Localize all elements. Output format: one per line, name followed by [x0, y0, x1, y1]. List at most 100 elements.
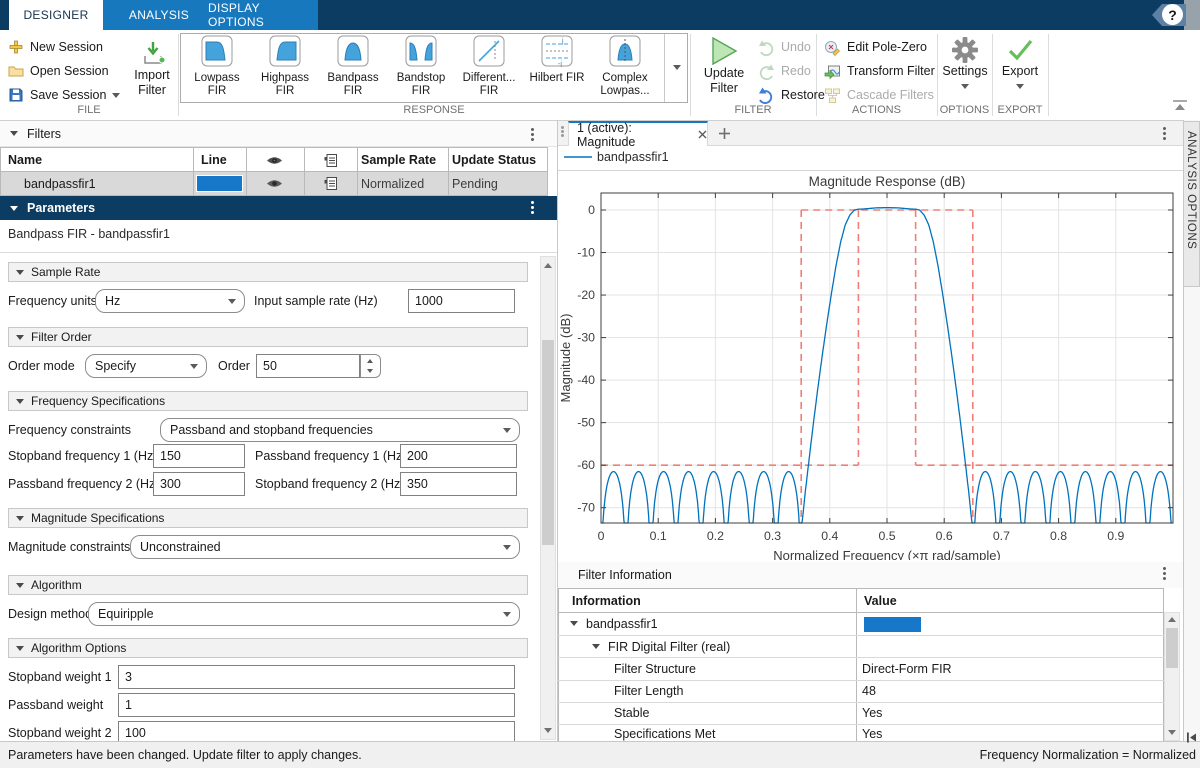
restore-button[interactable]: Restore — [758, 84, 825, 106]
new-tab-plus-icon[interactable] — [718, 127, 731, 140]
new-session-button[interactable]: New Session — [8, 36, 103, 58]
response-lowpass-fir[interactable]: Lowpass FIR — [184, 35, 250, 101]
scrollbar-up-icon[interactable] — [1168, 617, 1176, 622]
section-sample-rate[interactable]: Sample Rate — [8, 262, 528, 282]
open-session-button[interactable]: Open Session — [8, 60, 109, 82]
section-algorithm-options[interactable]: Algorithm Options — [8, 638, 528, 658]
update-filter-button[interactable]: Update Filter — [698, 36, 750, 96]
undo-button[interactable]: Undo — [758, 36, 811, 58]
file-section-label: FILE — [0, 104, 178, 118]
filter-row-sample-rate[interactable]: Normalized — [361, 172, 445, 195]
section-frequency-specifications[interactable]: Frequency Specifications — [8, 391, 528, 411]
input-sample-rate-field[interactable] — [408, 289, 515, 313]
info-row-specifications-met-label[interactable]: Specifications Met — [614, 727, 715, 741]
legend-series-label[interactable]: bandpassfir1 — [597, 150, 669, 164]
filter-information-scrollbar-thumb[interactable] — [1166, 628, 1178, 668]
parameters-scrollbar-thumb[interactable] — [542, 340, 554, 545]
collapse-ribbon-button[interactable] — [1172, 99, 1188, 113]
magnitude-constraints-select[interactable]: Unconstrained — [130, 535, 520, 559]
tab-display-options[interactable]: DISPLAY OPTIONS — [208, 0, 318, 30]
col-header-sample-rate[interactable]: Sample Rate — [361, 148, 445, 172]
new-session-label: New Session — [30, 40, 103, 54]
filter-row-annotation-toggle[interactable] — [324, 176, 338, 194]
svg-text:j: j — [561, 38, 564, 45]
restore-icon — [758, 87, 775, 104]
passband-weight-field[interactable] — [118, 693, 515, 717]
info-row-specifications-met-value[interactable]: Yes — [862, 727, 882, 741]
save-session-dropdown-caret[interactable] — [112, 93, 120, 98]
col-header-annotation[interactable] — [324, 153, 338, 171]
section-title: Algorithm — [31, 578, 82, 592]
plot-tab-magnitude[interactable]: 1 (active): Magnitude — [568, 121, 708, 146]
order-stepper[interactable] — [360, 354, 381, 378]
frequency-units-select[interactable]: Hz — [95, 289, 245, 313]
filter-row-update-status[interactable]: Pending — [452, 172, 542, 195]
tree-expand-icon[interactable] — [592, 644, 600, 649]
info-row-filter-structure-label[interactable]: Filter Structure — [614, 662, 696, 676]
response-bandpass-fir[interactable]: Bandpass FIR — [320, 35, 386, 101]
gallery-dropdown-button[interactable] — [664, 34, 688, 102]
info-row-filter-structure-value[interactable]: Direct-Form FIR — [862, 662, 952, 676]
order-field[interactable] — [256, 354, 360, 378]
frequency-constraints-select[interactable]: Passband and stopband frequencies — [160, 418, 520, 442]
info-row-bandpassfir1[interactable]: bandpassfir1 — [586, 617, 658, 631]
differentiator-fir-label: Different... FIR — [456, 72, 522, 97]
edit-pole-zero-button[interactable]: Edit Pole-Zero — [824, 36, 927, 58]
response-hilbert-fir[interactable]: j-j Hilbert FIR — [524, 35, 590, 101]
scrollbar-down-icon[interactable] — [1168, 730, 1176, 735]
parameters-collapse-icon[interactable] — [10, 206, 18, 211]
info-row-line-swatch[interactable] — [864, 617, 921, 632]
tab-designer[interactable]: DESIGNER — [9, 0, 103, 30]
info-row-filter-length-value[interactable]: 48 — [862, 684, 876, 698]
col-header-update-status[interactable]: Update Status — [452, 148, 546, 172]
save-session-button[interactable]: Save Session — [8, 84, 120, 106]
design-method-select[interactable]: Equiripple — [88, 602, 520, 626]
plot-menu-kebab-icon[interactable] — [1163, 127, 1166, 130]
tree-expand-icon[interactable] — [570, 621, 578, 626]
parameters-menu-kebab-icon[interactable] — [531, 201, 534, 204]
filter-row-visibility-toggle[interactable] — [266, 178, 283, 192]
magnitude-response-chart[interactable]: 00.10.20.30.40.50.60.70.80.90-10-20-30-4… — [558, 171, 1183, 560]
col-header-information[interactable]: Information — [572, 589, 842, 612]
stopband-weight-1-field[interactable] — [118, 665, 515, 689]
col-header-line[interactable]: Line — [201, 148, 245, 172]
col-header-name[interactable]: Name — [8, 148, 188, 172]
section-filter-order[interactable]: Filter Order — [8, 327, 528, 347]
tabstrip-grip-icon[interactable] — [561, 126, 564, 129]
filter-row-line-swatch[interactable] — [196, 175, 243, 192]
passband-frequency-2-field[interactable] — [153, 472, 245, 496]
settings-button[interactable]: Settings — [938, 36, 992, 92]
scrollbar-down-icon[interactable] — [544, 728, 552, 733]
passband-frequency-1-field[interactable] — [400, 444, 517, 468]
section-algorithm[interactable]: Algorithm — [8, 575, 528, 595]
section-magnitude-specifications[interactable]: Magnitude Specifications — [8, 508, 528, 528]
response-complex-lowpass[interactable]: Complex Lowpas... — [592, 35, 658, 101]
stopband-frequency-2-field[interactable] — [400, 472, 517, 496]
response-differentiator-fir[interactable]: Different... FIR — [456, 35, 522, 101]
filters-menu-kebab-icon[interactable] — [531, 128, 534, 131]
collapse-panel-icon[interactable] — [1186, 732, 1197, 743]
help-button[interactable]: ? — [1162, 4, 1183, 25]
redo-button[interactable]: Redo — [758, 60, 811, 82]
response-bandstop-fir[interactable]: Bandstop FIR — [388, 35, 454, 101]
close-icon[interactable] — [698, 130, 707, 139]
info-row-stable-value[interactable]: Yes — [862, 706, 882, 720]
stopband-frequency-1-field[interactable] — [153, 444, 245, 468]
info-row-stable-label[interactable]: Stable — [614, 706, 649, 720]
info-row-filter-length-label[interactable]: Filter Length — [614, 684, 683, 698]
stopband-frequency-1-label: Stopband frequency 1 (Hz) — [8, 444, 157, 468]
response-highpass-fir[interactable]: Highpass FIR — [252, 35, 318, 101]
export-button[interactable]: Export — [994, 36, 1046, 92]
transform-filter-button[interactable]: Transform Filter — [824, 60, 935, 82]
import-filter-button[interactable]: Import Filter — [130, 40, 174, 98]
filter-row-name[interactable]: bandpassfir1 — [24, 172, 184, 195]
filter-information-kebab-icon[interactable] — [1163, 567, 1166, 570]
info-row-fir-digital-filter[interactable]: FIR Digital Filter (real) — [608, 640, 730, 654]
tab-analysis[interactable]: ANALYSIS — [110, 0, 208, 30]
col-header-visibility[interactable] — [266, 155, 283, 169]
col-header-value[interactable]: Value — [864, 589, 1134, 612]
cascade-filters-button[interactable]: Cascade Filters — [824, 84, 934, 106]
scrollbar-up-icon[interactable] — [544, 263, 552, 268]
filters-collapse-icon[interactable] — [10, 131, 18, 136]
order-mode-select[interactable]: Specify — [85, 354, 207, 378]
